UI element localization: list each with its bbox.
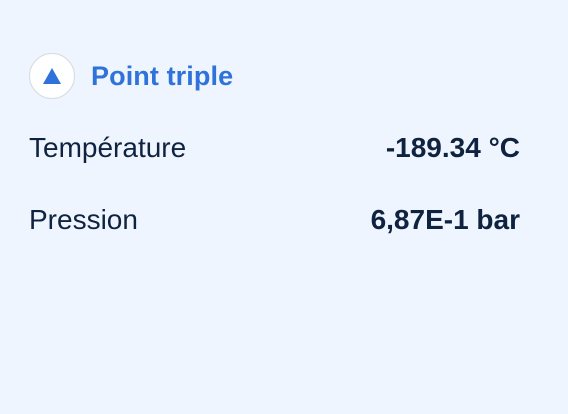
- temperature-value: -189.34 °C: [385, 132, 520, 163]
- card-title: Point triple: [91, 60, 234, 91]
- card-header: Point triple: [29, 51, 233, 101]
- pressure-value: 6,87E-1 bar: [370, 204, 520, 235]
- temperature-label: Température: [29, 132, 187, 163]
- temperature-row: Température -189.34 °C: [29, 128, 520, 168]
- triangle-up-icon: [29, 53, 75, 99]
- pressure-row: Pression 6,87E-1 bar: [29, 200, 520, 240]
- pressure-label: Pression: [29, 204, 138, 235]
